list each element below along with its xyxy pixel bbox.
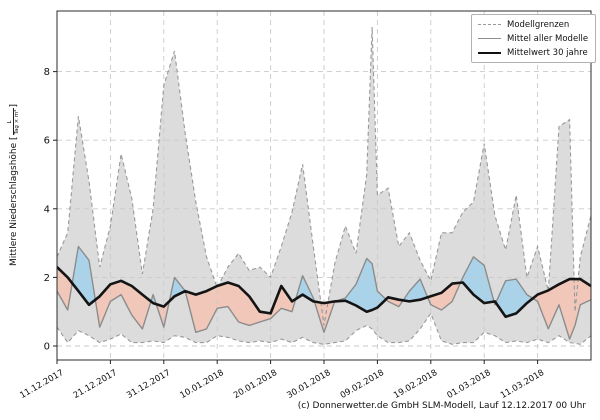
legend-item-model-bounds: Modellgrenzen — [478, 19, 588, 30]
x-tick-label: 31.12.2017 — [125, 368, 172, 401]
model-bounds-band — [57, 27, 591, 345]
model-bounds-lines — [57, 26, 591, 345]
legend-label: Mittelwert 30 jahre — [507, 47, 588, 58]
legend-label: Modellgrenzen — [507, 19, 570, 30]
y-tick-label: 0 — [44, 342, 50, 353]
x-tick-label: 21.12.2017 — [72, 368, 119, 401]
climate-mean-path — [57, 265, 591, 319]
solid-line-icon — [478, 38, 501, 39]
below-normal-fill — [427, 282, 461, 310]
x-tick-label: 11.12.2017 — [18, 368, 65, 401]
envelope-fill — [57, 27, 591, 345]
x-tick-label: 20.01.2018 — [232, 368, 279, 401]
above-normal-fill — [403, 279, 428, 302]
thick-line-icon — [478, 51, 501, 54]
y-axis-label: Mittlere Niederschlagshöhe [L Tag × m²] — [3, 17, 25, 353]
legend: Modellgrenzen Mittel aller Modelle Mitte… — [471, 14, 597, 63]
legend-item-climate-mean: Mittelwert 30 jahre — [478, 47, 588, 58]
upper-bound-line — [57, 26, 591, 326]
x-tick-label: 19.02.2018 — [392, 368, 439, 401]
legend-item-model-mean: Mittel aller Modelle — [478, 33, 588, 44]
x-tick-label: 11.03.2018 — [499, 368, 546, 401]
below-normal-fill — [314, 301, 335, 333]
y-tick-label: 8 — [44, 67, 50, 78]
below-normal-fill — [95, 280, 151, 329]
x-tick-label: 09.02.2018 — [339, 368, 386, 401]
climate-mean-line — [57, 265, 591, 319]
x-tick-label: 01.03.2018 — [446, 368, 493, 401]
y-tick-label: 2 — [44, 273, 50, 284]
legend-label: Mittel aller Modelle — [507, 33, 589, 44]
x-tick-label: 30.01.2018 — [285, 368, 332, 401]
lower-bound-line — [57, 312, 591, 345]
y-tick-label: 6 — [44, 136, 50, 147]
dashed-line-icon — [478, 24, 501, 25]
x-tick-label: 10.01.2018 — [179, 368, 226, 401]
y-axis-label-bracket: ] — [9, 103, 19, 108]
above-normal-fill — [460, 256, 494, 304]
below-normal-fill — [385, 297, 403, 307]
above-normal-fill — [495, 279, 533, 317]
y-axis-label-text: Mittlere Niederschlagshöhe [ — [9, 136, 19, 267]
y-tick-label: 4 — [44, 204, 50, 215]
y-axis-unit-fraction: L Tag × m² — [6, 108, 22, 136]
y-axis-unit-denominator: Tag × m² — [14, 109, 21, 135]
below-normal-fill — [185, 282, 296, 333]
below-normal-fill — [156, 301, 170, 328]
chart-footer: (c) Donnerwetter.de GmbH SLM-Modell, Lau… — [297, 401, 586, 411]
